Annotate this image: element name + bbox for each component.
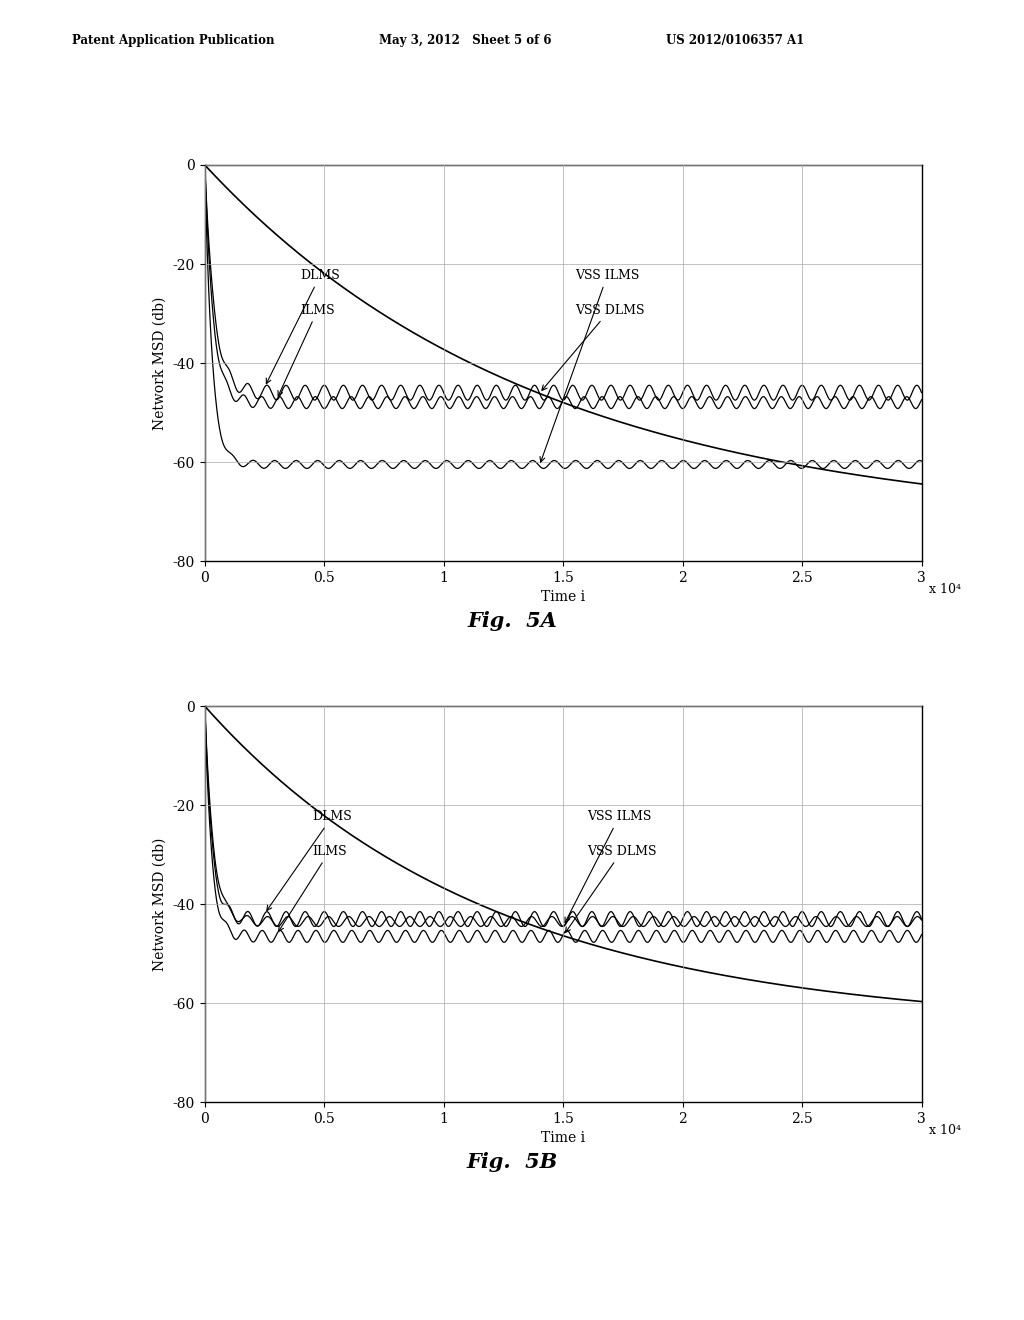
Text: x 10⁴: x 10⁴	[929, 1123, 961, 1137]
Text: x 10⁴: x 10⁴	[929, 582, 961, 595]
Text: DLMS: DLMS	[266, 269, 340, 384]
X-axis label: Time i: Time i	[541, 590, 586, 605]
Text: May 3, 2012   Sheet 5 of 6: May 3, 2012 Sheet 5 of 6	[379, 34, 551, 48]
Text: Fig.  5A: Fig. 5A	[467, 611, 557, 631]
Text: VSS ILMS: VSS ILMS	[565, 810, 651, 923]
Text: DLMS: DLMS	[267, 810, 352, 911]
Text: Patent Application Publication: Patent Application Publication	[72, 34, 274, 48]
Text: US 2012/0106357 A1: US 2012/0106357 A1	[666, 34, 804, 48]
Text: VSS ILMS: VSS ILMS	[540, 269, 640, 462]
X-axis label: Time i: Time i	[541, 1131, 586, 1146]
Y-axis label: Network MSD (db): Network MSD (db)	[154, 837, 167, 972]
Text: VSS DLMS: VSS DLMS	[542, 304, 645, 391]
Text: ILMS: ILMS	[279, 845, 347, 931]
Text: ILMS: ILMS	[278, 304, 335, 396]
Text: Fig.  5B: Fig. 5B	[466, 1152, 558, 1172]
Y-axis label: Network MSD (db): Network MSD (db)	[154, 296, 167, 430]
Text: VSS DLMS: VSS DLMS	[565, 845, 656, 932]
